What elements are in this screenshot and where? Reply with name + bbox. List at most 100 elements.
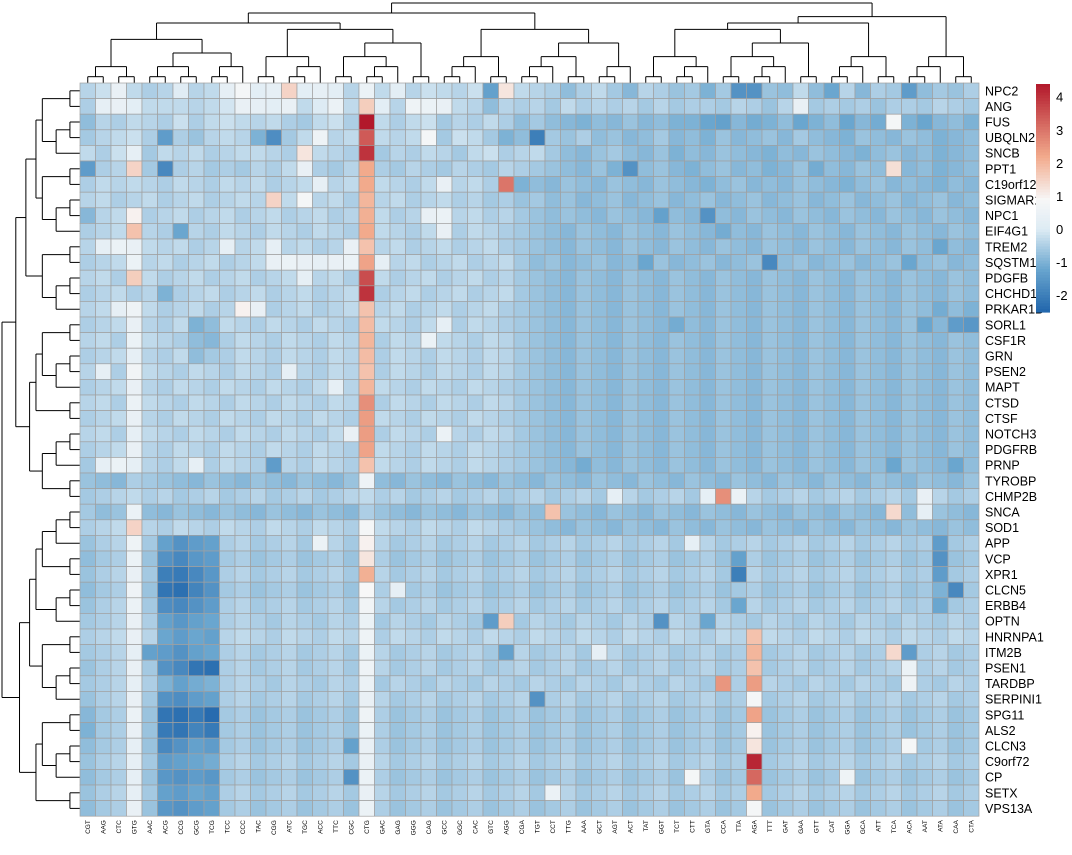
heatmap-cell [312, 285, 329, 302]
heatmap-cell [203, 176, 220, 193]
heatmap-cell [606, 659, 623, 677]
heatmap-cell [234, 254, 251, 271]
heatmap-cell [761, 550, 778, 567]
heatmap-cell [374, 269, 391, 287]
heatmap-cell [529, 644, 546, 661]
heatmap-cell [405, 394, 422, 411]
heatmap-cell [668, 441, 685, 458]
heatmap-cell [854, 737, 871, 755]
heatmap-cell [188, 644, 205, 661]
heatmap-cell [901, 316, 918, 333]
legend-gradient-segment [1036, 306, 1050, 310]
heatmap-cell [79, 145, 96, 162]
heatmap-cell [637, 238, 654, 255]
heatmap-cell [715, 644, 732, 661]
heatmap-cell [389, 737, 406, 755]
heatmap-cell [637, 129, 654, 146]
heatmap-cell [126, 82, 143, 99]
heatmap-cell [157, 628, 174, 645]
heatmap-cell [792, 316, 809, 333]
heatmap-cell [777, 613, 794, 630]
heatmap-cell [606, 410, 623, 427]
heatmap-cell [963, 176, 980, 193]
heatmap-cell [95, 800, 112, 817]
heatmap-cell [234, 363, 251, 380]
heatmap-cell [513, 581, 530, 599]
heatmap-cell [885, 753, 902, 770]
heatmap-cell [110, 566, 127, 583]
heatmap-cell [188, 332, 205, 349]
heatmap-cell [141, 706, 158, 723]
heatmap-cell [79, 269, 96, 287]
heatmap-cell [172, 285, 189, 302]
heatmap-cell [219, 800, 236, 817]
heatmap-cell [591, 675, 608, 692]
heatmap-cell [389, 769, 406, 786]
heatmap-cell [529, 269, 546, 287]
heatmap-cell [560, 410, 577, 427]
legend-gradient-segment [1036, 112, 1050, 116]
heatmap-cell [312, 753, 329, 770]
heatmap-cell [761, 753, 778, 770]
heatmap-cell [172, 269, 189, 287]
heatmap-cell [575, 223, 592, 240]
column-label: CTC [116, 820, 123, 834]
heatmap-cell [947, 145, 964, 162]
heatmap-cell [575, 394, 592, 411]
heatmap-cell [157, 394, 174, 411]
heatmap-cell [637, 332, 654, 349]
heatmap-cell [203, 503, 220, 521]
heatmap-cell [947, 675, 964, 692]
heatmap-cell [544, 800, 561, 817]
column-label: AGA [752, 820, 759, 834]
heatmap-cell [420, 457, 437, 474]
heatmap-cell [389, 659, 406, 677]
heatmap-cell [451, 347, 468, 365]
column-label: ACC [318, 820, 325, 834]
heatmap-cell [823, 176, 840, 193]
heatmap-cell [343, 628, 360, 645]
heatmap-cell [420, 566, 437, 583]
column-label: CGA [519, 820, 526, 835]
heatmap-cell [95, 581, 112, 599]
heatmap-cell [126, 301, 143, 318]
heatmap-cell [420, 254, 437, 271]
heatmap-cell [513, 145, 530, 162]
heatmap-cell [622, 519, 639, 536]
column-label: CTA [969, 820, 976, 833]
heatmap-cell [141, 659, 158, 677]
heatmap-cell [126, 457, 143, 474]
heatmap-cell [637, 519, 654, 536]
heatmap-cell [436, 347, 453, 365]
legend-tick-label: -2 [1056, 288, 1068, 303]
heatmap-cell [870, 722, 887, 739]
heatmap-cell [699, 425, 716, 443]
heatmap-cell [110, 269, 127, 287]
heatmap-cell [358, 316, 375, 333]
heatmap-cell [420, 238, 437, 255]
heatmap-cell [637, 706, 654, 723]
heatmap-cell [126, 254, 143, 271]
heatmap-cell [901, 223, 918, 240]
heatmap-cell [777, 113, 794, 131]
heatmap-cell [327, 160, 344, 177]
heatmap-cell [591, 425, 608, 443]
heatmap-cell [668, 223, 685, 240]
heatmap-cell [761, 160, 778, 177]
heatmap-cell [250, 332, 267, 349]
heatmap-cell [653, 379, 670, 396]
heatmap-cell [901, 519, 918, 536]
heatmap-cell [405, 488, 422, 505]
heatmap-cell [141, 82, 158, 99]
heatmap-cell [839, 535, 856, 552]
heatmap-cell [916, 394, 933, 411]
heatmap-cell [157, 753, 174, 770]
heatmap-cell [405, 753, 422, 770]
row-label: HNRNPA1 [985, 630, 1044, 644]
heatmap-cell [126, 285, 143, 302]
heatmap-cell [901, 441, 918, 458]
heatmap-cell [281, 691, 298, 708]
heatmap-cell [513, 223, 530, 240]
heatmap-cell [916, 113, 933, 131]
heatmap-cell [157, 285, 174, 302]
